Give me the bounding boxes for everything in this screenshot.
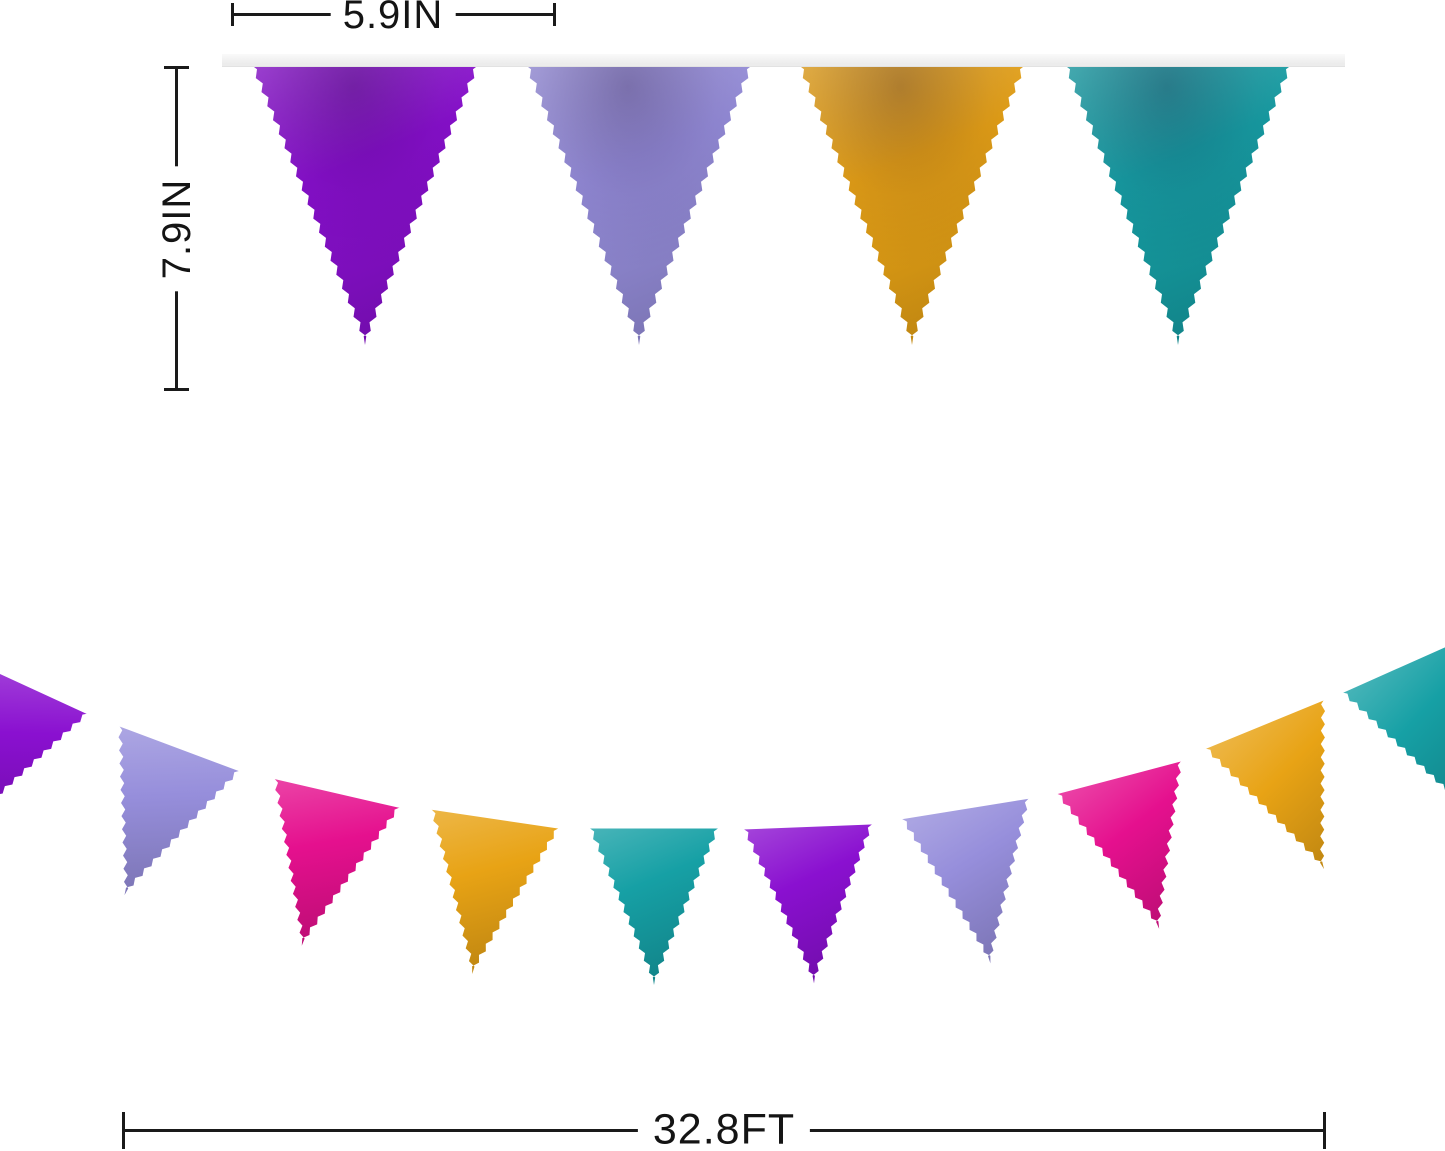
flag-height-label: 7.9IN [155, 166, 199, 292]
pennant-flag-purple [742, 822, 874, 984]
pennant-flag-gold [1203, 697, 1326, 870]
garland-string [0, 633, 1445, 830]
dimension-tick [1323, 1112, 1326, 1149]
pennant-flag-gold [797, 64, 1027, 345]
pennant-flag-lavender [900, 796, 1031, 964]
foil-sheen [250, 64, 480, 345]
dimension-tick [164, 66, 189, 69]
banner-length-label: 32.8FT [637, 1106, 811, 1151]
pennant-flag-gold [430, 808, 561, 974]
dimension-tick [122, 1112, 125, 1149]
foil-sheen [1063, 64, 1293, 345]
pennant-flag-teal [1063, 64, 1293, 345]
dimension-tick [553, 3, 556, 26]
pennant-flag-lavender [118, 724, 242, 896]
hanging-tape [222, 54, 1345, 67]
pennant-flag-teal [1340, 638, 1445, 810]
pennant-flag-teal [588, 827, 720, 985]
dimension-tick [164, 388, 189, 391]
foil-sheen [797, 64, 1027, 345]
pennant-flag-lavender [524, 64, 754, 345]
flag-width-label: 5.9IN [330, 0, 456, 37]
pennant-flag-magenta [1055, 759, 1183, 929]
pennant-flag-purple [250, 64, 480, 345]
foil-sheen [524, 64, 754, 345]
dimension-tick [231, 3, 234, 26]
pennant-flag-magenta [273, 777, 402, 946]
